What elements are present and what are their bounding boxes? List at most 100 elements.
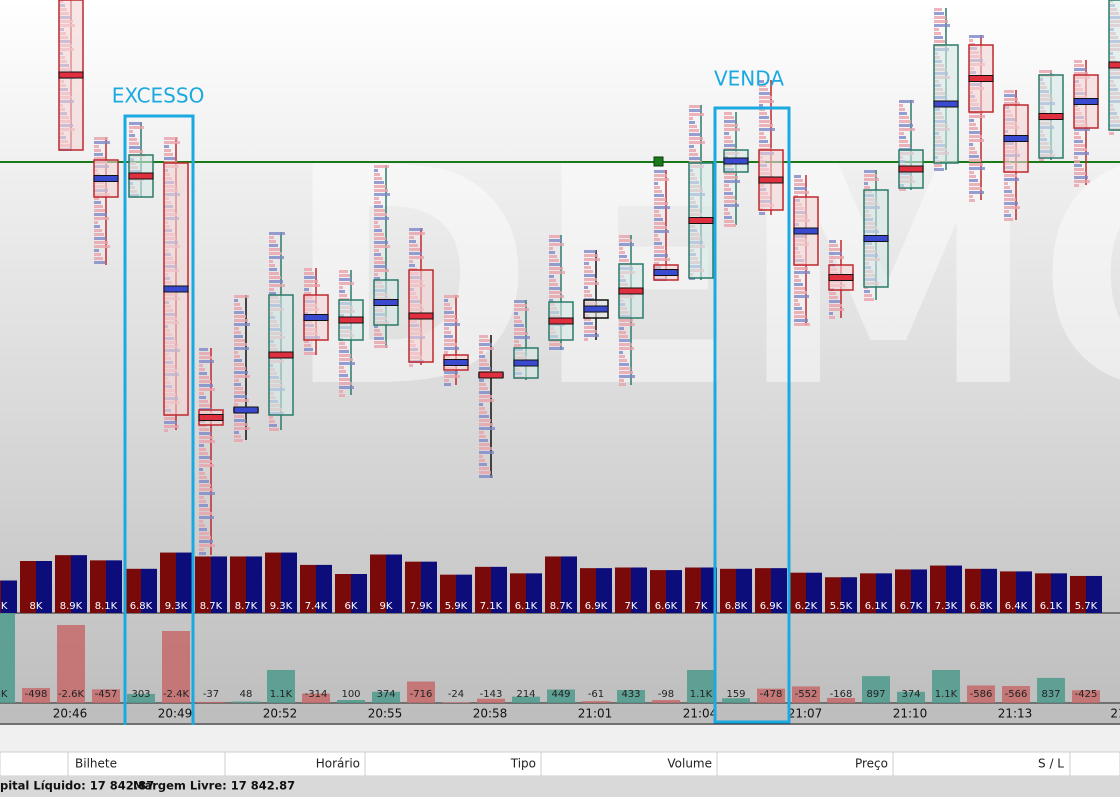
profile-row [1074,72,1088,75]
delta-label: 1.1K [270,689,293,700]
profile-row [374,205,383,208]
profile-row [339,394,345,397]
profile-row [234,343,247,346]
profile-row [899,136,906,139]
profile-row [304,344,311,347]
profile-row [724,220,734,223]
volume-label: 7.1K [480,601,503,612]
table-gap [0,725,1120,752]
profile-row [199,540,213,543]
delta-bar [232,701,260,703]
profile-row [339,354,351,357]
volume-pane: 5K 8K 8.9K 8.1K 6.8K 9.3K 8.7K 8.7K 9.3K 7.4K 6K 9K… [0,552,1102,613]
profile-row [479,363,489,366]
profile-row [199,484,211,487]
time-label: 20:52 [263,707,298,721]
profile-row [199,472,205,475]
profile-row [514,336,530,339]
profile-row [304,280,318,283]
profile-row [374,213,387,216]
profile-row [759,116,769,119]
volume-bar [300,564,332,613]
profile-row [654,262,659,265]
profile-row [724,184,729,187]
volume-label: 8.1K [95,601,118,612]
profile-row [269,424,277,427]
profile-row [199,508,210,511]
volume-bar [90,560,122,613]
profile-row [1004,102,1020,105]
poc [758,176,784,184]
profile-row [199,372,207,375]
profile-row [829,316,835,319]
profile-row [794,303,800,306]
profile-row [654,226,667,229]
profile-row [444,343,457,346]
profile-row [479,383,486,386]
profile-row [934,16,946,19]
delta-label: 837 [1041,689,1060,700]
profile-row [514,304,527,307]
profile-row [549,295,564,298]
volume-bar [265,552,297,613]
profile-row [654,222,665,225]
profile-row [584,258,600,261]
profile-row [584,294,592,297]
delta-bar [932,670,960,703]
profile-row [724,132,729,135]
profile-row [689,133,701,136]
profile-row [724,208,728,211]
profile-row [654,206,670,209]
profile-row [234,303,240,306]
volume-label: 6K [345,601,358,612]
profile-row [899,188,906,191]
profile-row [654,238,660,241]
profile-row [374,337,384,340]
profile-row [304,340,309,343]
profile-row [304,348,313,351]
profile-row [864,170,875,173]
profile-row [689,141,705,144]
profile-row [444,351,448,354]
profile-row [374,329,380,332]
profile-row [199,396,206,399]
profile-row [829,296,838,299]
profile-row [94,145,99,148]
delta-bar [337,700,365,703]
annotation: VENDA [714,67,784,91]
profile-row [654,182,658,185]
profile-row [794,279,801,282]
time-label: 20:58 [473,707,508,721]
profile-row [549,347,564,350]
profile-row [654,250,666,253]
profile-row [934,168,944,171]
profile-row [199,348,208,351]
profile-row [94,197,99,200]
profile-row [829,304,842,307]
profile-row [654,258,670,261]
profile-row [199,500,206,503]
profile-row [654,242,662,245]
profile-row [864,290,870,293]
profile-row [374,201,381,204]
profile-row [549,247,553,250]
profile-row [1004,202,1018,205]
profile-row [654,214,661,217]
poc [828,274,854,281]
profile-row [479,411,487,414]
profile-row [794,319,808,322]
profile-row [94,217,109,220]
profile-row [339,382,352,385]
profile-row [689,129,699,132]
profile-row [724,224,736,227]
profile-row [94,149,101,152]
profile-row [549,343,562,346]
profile-row [1004,218,1013,221]
profile-row [864,182,868,185]
profile-row [899,144,910,147]
profile-row [479,379,484,382]
profile-row [479,435,486,438]
profile-row [339,350,349,353]
profile-row [374,197,379,200]
